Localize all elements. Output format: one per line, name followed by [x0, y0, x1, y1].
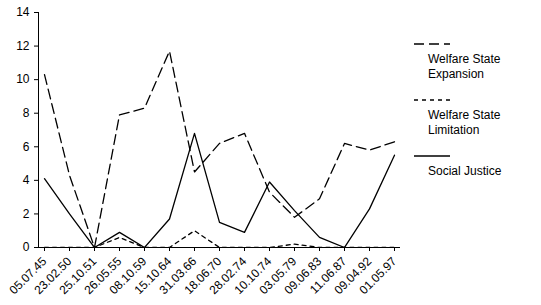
svg-text:01.05.97: 01.05.97: [356, 254, 399, 297]
svg-text:14: 14: [16, 5, 30, 19]
svg-text:09.04.92: 09.04.92: [331, 254, 375, 298]
svg-text:12: 12: [16, 39, 30, 53]
svg-text:10: 10: [16, 72, 30, 86]
html-text:Welfare State Expansion: Welfare State Expansion: [428, 52, 501, 81]
svg-text:09.06.83: 09.06.83: [281, 254, 325, 298]
svg-text:15.10.64: 15.10.64: [131, 254, 175, 298]
svg-text:28.02.74: 28.02.74: [206, 254, 250, 298]
svg-text:03.05.79: 03.05.79: [256, 254, 300, 298]
svg-text:31.03.66: 31.03.66: [156, 254, 200, 298]
svg-text:18.06.70: 18.06.70: [181, 254, 225, 298]
svg-text:23.02.50: 23.02.50: [31, 254, 75, 298]
svg-text:2: 2: [23, 207, 30, 221]
svg-text:6: 6: [23, 140, 30, 154]
html-text:Welfare State Limitation: Welfare State Limitation: [428, 108, 501, 137]
html-text:Social Justice: Social Justice: [428, 164, 502, 178]
svg-text:05.07.45: 05.07.45: [6, 254, 50, 298]
svg-text:8: 8: [23, 106, 30, 120]
svg-text:10.10.74: 10.10.74: [231, 254, 275, 298]
svg-text:11.06.87: 11.06.87: [307, 254, 350, 297]
svg-text:08.10.59: 08.10.59: [106, 254, 150, 298]
svg-text:26.05.55: 26.05.55: [81, 254, 125, 298]
svg-text:25.10.51: 25.10.51: [56, 254, 100, 298]
svg-text:4: 4: [23, 173, 30, 187]
svg-text:0: 0: [23, 240, 30, 254]
